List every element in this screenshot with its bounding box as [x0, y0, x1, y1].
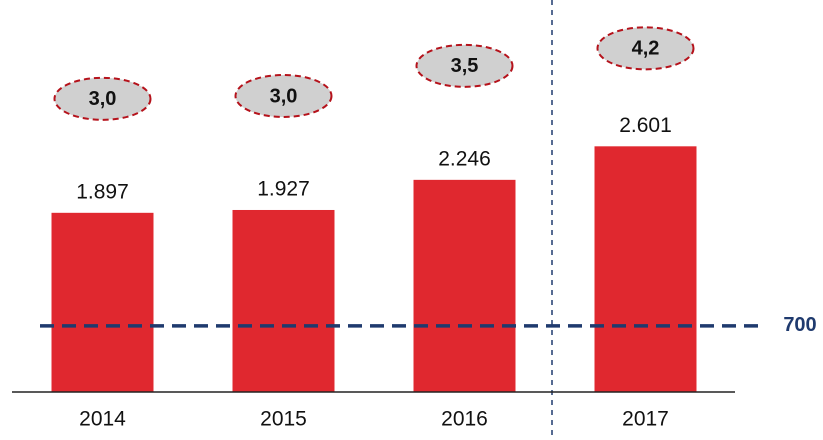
- ratio-bubble: [53, 76, 152, 121]
- x-tick-label: 2017: [622, 408, 669, 431]
- x-tick-label: 2015: [260, 408, 307, 431]
- bar: [51, 212, 154, 392]
- ratio-label: 3,0: [89, 88, 117, 110]
- reference-label: 700: [783, 314, 816, 336]
- bar: [232, 209, 335, 392]
- ratio-label: 3,5: [451, 55, 479, 77]
- x-tick-label: 2014: [79, 408, 126, 431]
- ratio-label: 4,2: [632, 38, 660, 60]
- ratio-bubble: [234, 73, 333, 118]
- bar-value-label: 2.246: [438, 147, 491, 170]
- bar: [594, 146, 697, 392]
- ratio-label: 3,0: [270, 85, 298, 107]
- bar-value-label: 1.897: [76, 180, 129, 203]
- bar-value-label: 2.601: [619, 114, 672, 137]
- bar-value-label: 1.927: [257, 178, 310, 201]
- bar: [413, 179, 516, 392]
- ratio-bubble: [415, 43, 514, 88]
- ratio-bubble: [596, 26, 695, 71]
- x-tick-label: 2016: [441, 408, 488, 431]
